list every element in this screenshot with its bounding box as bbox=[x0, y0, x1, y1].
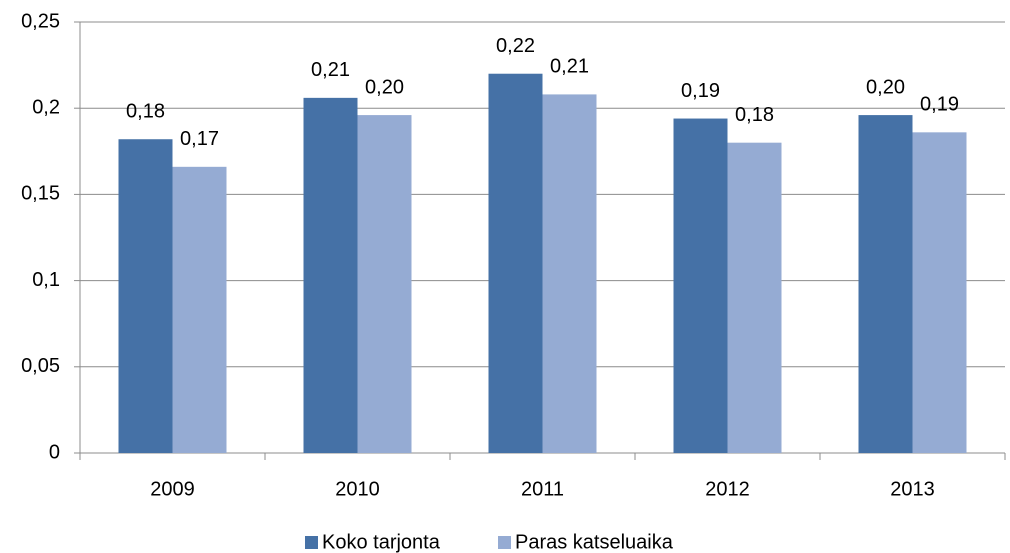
bar bbox=[673, 118, 728, 453]
legend-swatch bbox=[498, 536, 511, 549]
value-label: 0,18 bbox=[735, 104, 774, 126]
x-tick-label: 2013 bbox=[890, 478, 935, 500]
value-label: 0,19 bbox=[681, 80, 720, 102]
value-label: 0,17 bbox=[180, 128, 219, 150]
bar bbox=[542, 94, 597, 454]
value-label: 0,20 bbox=[365, 76, 404, 98]
y-tick-label: 0,05 bbox=[21, 355, 60, 377]
value-label: 0,22 bbox=[496, 35, 535, 57]
y-tick-label: 0,15 bbox=[21, 183, 60, 205]
bar bbox=[303, 97, 358, 453]
y-tick-label: 0,2 bbox=[32, 96, 60, 118]
bar bbox=[858, 115, 913, 453]
value-label: 0,20 bbox=[866, 76, 905, 98]
x-tick-label: 2009 bbox=[150, 478, 195, 500]
x-tick-label: 2010 bbox=[335, 478, 380, 500]
bar bbox=[118, 139, 173, 453]
value-label: 0,18 bbox=[126, 101, 165, 123]
y-tick-label: 0 bbox=[49, 441, 60, 463]
y-tick-label: 0,1 bbox=[32, 269, 60, 291]
legend-label: Paras katseluaika bbox=[515, 531, 674, 553]
legend-swatch bbox=[305, 536, 318, 549]
y-tick-label: 0,25 bbox=[21, 10, 60, 32]
bar bbox=[357, 115, 412, 453]
bar bbox=[912, 132, 967, 453]
bar bbox=[172, 166, 227, 454]
bar bbox=[488, 73, 543, 453]
legend-label: Koko tarjonta bbox=[322, 531, 441, 553]
x-tick-label: 2011 bbox=[521, 478, 564, 500]
value-label: 0,19 bbox=[920, 94, 959, 116]
x-tick-label: 2012 bbox=[705, 478, 750, 500]
value-label: 0,21 bbox=[311, 59, 350, 81]
value-label: 0,21 bbox=[550, 56, 589, 78]
bar bbox=[727, 142, 782, 453]
